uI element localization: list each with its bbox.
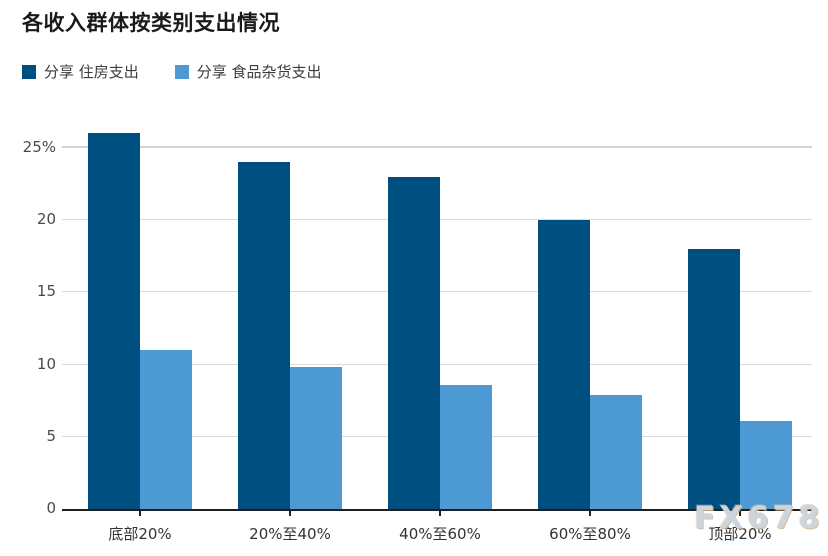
x-axis-tick: [139, 509, 141, 516]
gridline: [62, 145, 812, 148]
y-tick-label: 20: [36, 210, 56, 228]
x-axis-tick: [439, 509, 441, 516]
y-tick-label: 5: [46, 426, 56, 445]
y-tick-label: 0: [46, 499, 56, 517]
bar: [538, 220, 590, 509]
plot-area: [62, 120, 812, 511]
x-axis-tick: [739, 509, 741, 516]
bar: [688, 248, 740, 509]
x-axis-tick: [289, 509, 291, 516]
bar: [440, 384, 492, 509]
y-tick-label: 15: [36, 282, 56, 301]
y-tick-label: 25%: [22, 137, 56, 156]
legend-item: 分享 住房支出: [22, 61, 139, 82]
bar: [140, 350, 192, 509]
x-tick-label: 40%至60%: [399, 525, 481, 543]
x-tick-label: 底部20%: [108, 525, 172, 543]
legend-swatch-icon: [174, 64, 189, 79]
bar: [740, 420, 792, 509]
x-tick-label: 20%至40%: [249, 525, 331, 543]
y-tick-label: 10: [36, 354, 56, 373]
x-tick-label: 顶部20%: [708, 525, 772, 543]
legend-label: 分享 食品杂货支出: [196, 63, 322, 81]
legend-item: 分享 食品杂货支出: [174, 61, 322, 82]
bar: [590, 394, 642, 509]
bar: [238, 162, 290, 509]
legend-label: 分享 住房支出: [44, 63, 139, 81]
bar: [388, 176, 440, 509]
bar: [290, 367, 342, 509]
x-axis-tick: [589, 509, 591, 516]
x-tick-label: 60%至80%: [549, 525, 631, 543]
legend: 分享 住房支出 分享 食品杂货支出: [22, 61, 322, 82]
bar: [88, 133, 140, 509]
chart-title: 各收入群体按类别支出情况: [22, 11, 280, 35]
legend-swatch-icon: [22, 64, 36, 79]
